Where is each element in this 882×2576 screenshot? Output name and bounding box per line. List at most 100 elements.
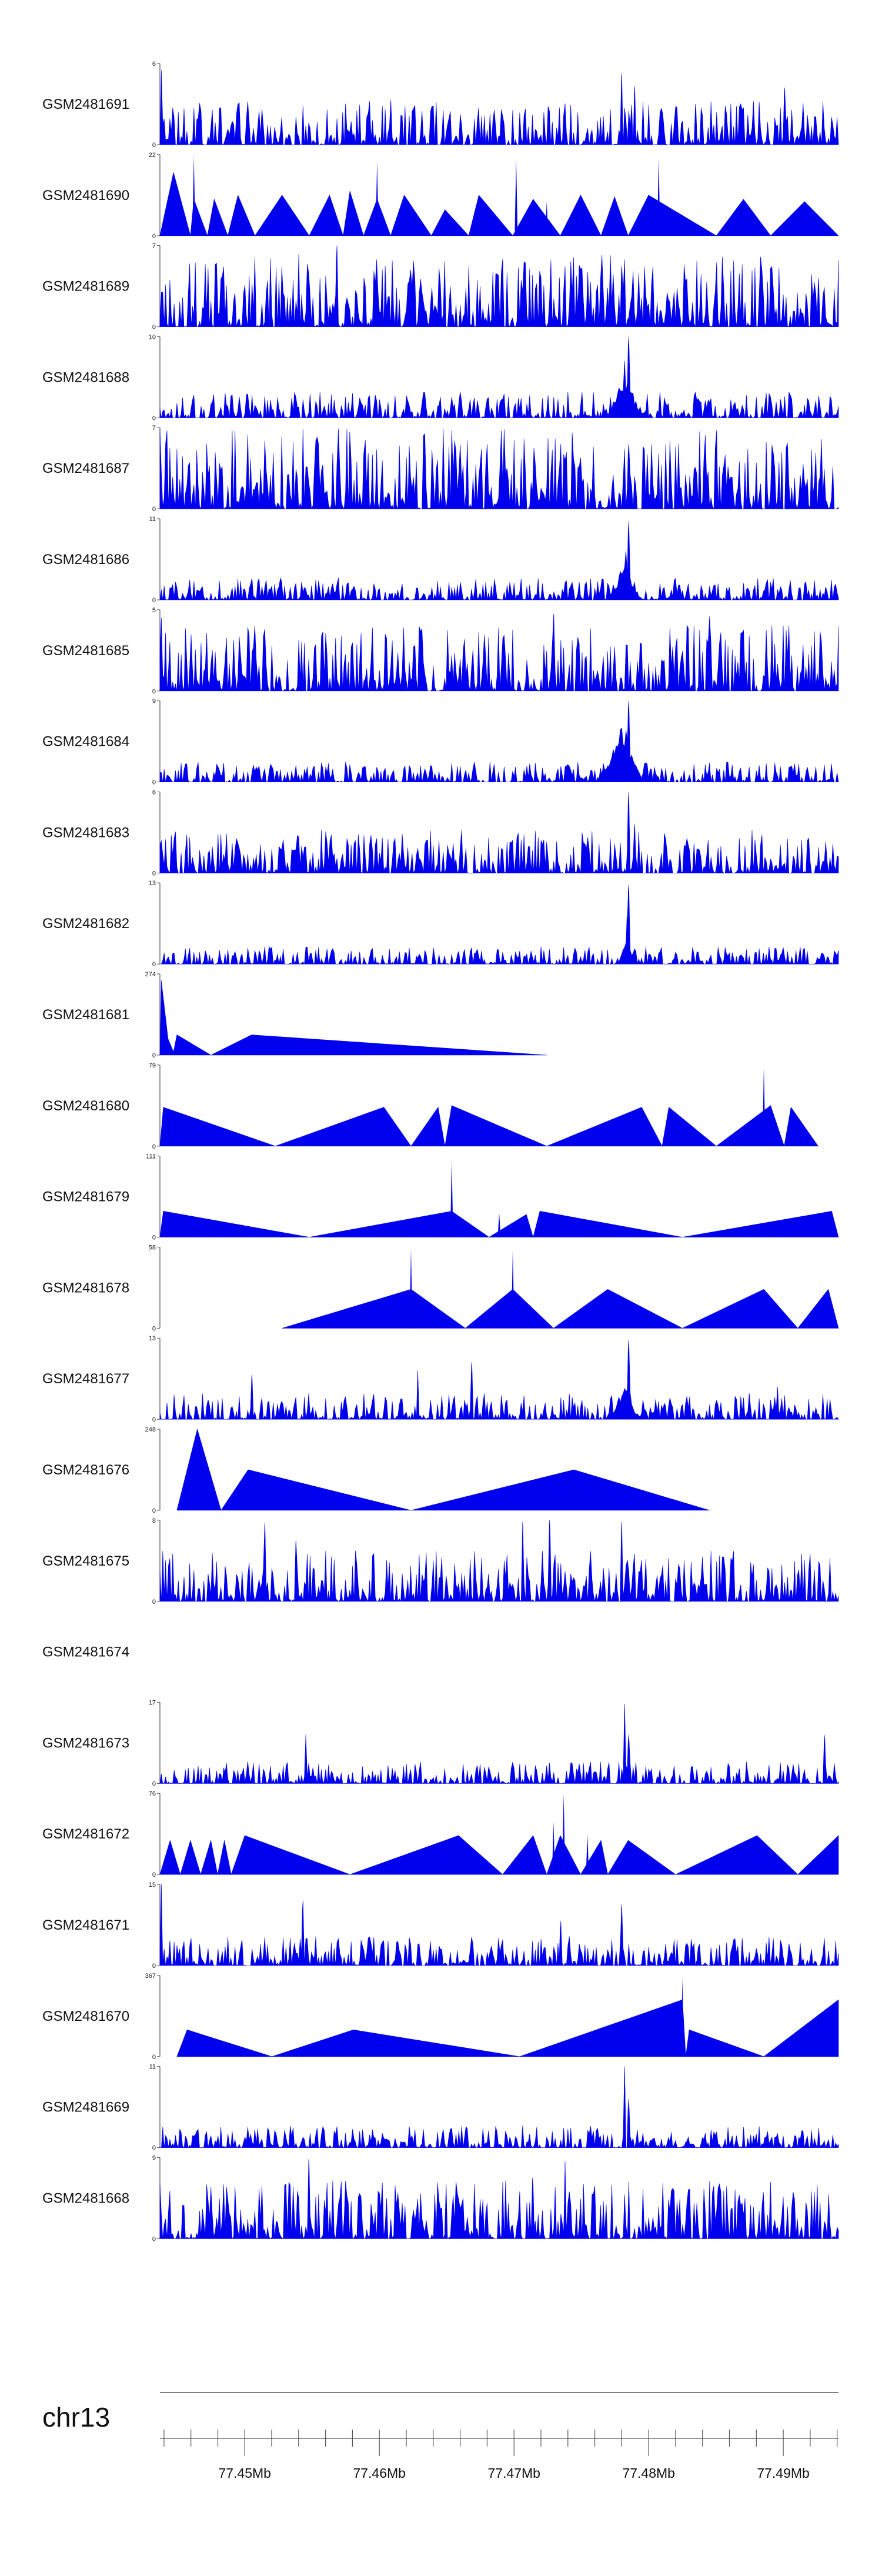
y-max-label: 7 xyxy=(152,425,156,432)
coverage-spike xyxy=(776,1387,779,1420)
coverage-spike xyxy=(253,258,257,327)
ruler-ticks: 77.45Mb 77.46Mb 77.47Mb 77.48Mb 77.49Mb xyxy=(163,2430,838,2481)
coverage-area xyxy=(159,336,839,419)
y-min-label: 0 xyxy=(152,324,156,331)
coverage-spike xyxy=(450,1160,453,1237)
y-min-label: 0 xyxy=(152,2054,156,2061)
track-label: GSM2481687 xyxy=(42,461,129,476)
coverage-area xyxy=(159,1520,839,1602)
coverage-spike xyxy=(620,73,623,145)
track-label: GSM2481680 xyxy=(42,1098,129,1114)
y-min-label: 0 xyxy=(152,1780,156,1787)
coverage-spike xyxy=(192,108,196,145)
y-max-label: 76 xyxy=(149,1790,156,1797)
coverage-spike xyxy=(375,161,379,236)
coverage-area xyxy=(159,700,839,783)
y-max-label: 10 xyxy=(149,333,156,341)
y-max-label: 22 xyxy=(149,152,156,159)
coverage-spike xyxy=(623,1704,626,1784)
y-max-label: 58 xyxy=(149,1244,156,1251)
coverage-spike xyxy=(626,1734,630,1784)
coverage-spike xyxy=(681,1977,684,2057)
coverage-area xyxy=(176,1999,839,2057)
coverage-spike xyxy=(625,915,629,965)
coverage-area xyxy=(159,2066,839,2148)
tick-label-77.48Mb: 77.48Mb xyxy=(622,2465,675,2481)
coverage-spike xyxy=(497,1213,501,1237)
y-min-label: 0 xyxy=(152,506,156,513)
coverage-spike xyxy=(304,1734,308,1784)
coverage-spike xyxy=(362,452,365,509)
y-min-label: 0 xyxy=(152,597,156,604)
track-GSM2481685: GSM2481685 5 0 xyxy=(42,607,839,695)
track-label: GSM2481691 xyxy=(42,96,129,112)
coverage-area xyxy=(282,1289,839,1329)
track-GSM2481676: GSM2481676 248 0 xyxy=(42,1426,710,1514)
coverage-spike xyxy=(552,613,555,691)
coverage-spike xyxy=(545,201,549,236)
tick-label-77.45Mb: 77.45Mb xyxy=(218,2465,271,2481)
coverage-spike xyxy=(159,618,163,691)
track-label: GSM2481685 xyxy=(42,643,129,659)
track-label: GSM2481670 xyxy=(42,2008,129,2024)
coverage-spike xyxy=(532,2177,535,2239)
coverage-spike xyxy=(620,1521,623,1601)
coverage-area xyxy=(159,428,839,510)
track-label: GSM2481668 xyxy=(42,2190,129,2206)
coverage-area xyxy=(159,980,547,1056)
y-min-label: 0 xyxy=(152,1416,156,1423)
tick-label-77.49Mb: 77.49Mb xyxy=(757,2465,810,2481)
track-label: GSM2481677 xyxy=(42,1371,129,1387)
coverage-spike xyxy=(626,521,630,600)
coverage-spike xyxy=(657,158,660,236)
track-label: GSM2481673 xyxy=(42,1735,129,1751)
y-min-label: 0 xyxy=(152,142,156,149)
track-GSM2481683: GSM2481683 6 0 xyxy=(42,789,839,877)
y-min-label: 0 xyxy=(152,1963,156,1970)
track-label: GSM2481679 xyxy=(42,1189,129,1205)
track-GSM2481684: GSM2481684 9 0 xyxy=(42,698,839,786)
track-GSM2481672: GSM2481672 76 0 xyxy=(42,1790,839,1878)
track-label: GSM2481682 xyxy=(42,916,129,932)
coverage-spike xyxy=(514,158,518,236)
track-GSM2481679: GSM2481679 111 0 xyxy=(42,1153,839,1242)
y-min-label: 0 xyxy=(152,870,156,877)
coverage-area xyxy=(159,172,839,236)
coverage-area xyxy=(159,1835,839,1876)
coverage-area xyxy=(159,613,839,692)
coverage-spike xyxy=(626,700,630,782)
y-min-label: 0 xyxy=(152,1599,156,1606)
tick-label-77.47Mb: 77.47Mb xyxy=(487,2465,540,2481)
y-max-label: 6 xyxy=(152,789,156,796)
track-label: GSM2481669 xyxy=(42,2100,129,2115)
track-GSM2481691: GSM2481691 6 0 xyxy=(42,61,839,149)
track-label: GSM2481683 xyxy=(42,825,129,840)
coverage-spike xyxy=(694,104,698,145)
track-GSM2481678: GSM2481678 58 0 xyxy=(42,1244,839,1332)
y-max-label: 6 xyxy=(152,61,156,68)
track-GSM2481689: GSM2481689 7 0 xyxy=(42,243,839,331)
coverage-spike xyxy=(626,1340,630,1420)
track-label: GSM2481684 xyxy=(42,734,129,750)
coverage-spike xyxy=(549,1520,552,1601)
track-label: GSM2481690 xyxy=(42,188,129,203)
coverage-spike xyxy=(762,1066,766,1146)
y-max-label: 111 xyxy=(146,1153,156,1160)
coverage-spike xyxy=(633,86,637,145)
y-max-label: 13 xyxy=(149,1335,156,1342)
coverage-spike xyxy=(620,266,623,327)
y-max-label: 9 xyxy=(152,698,156,705)
coverage-spike xyxy=(624,551,627,600)
track-GSM2481668: GSM2481668 9 0 xyxy=(42,2154,839,2243)
y-min-label: 0 xyxy=(152,1507,156,1514)
coverage-spike xyxy=(769,2181,773,2239)
track-label: GSM2481674 xyxy=(42,1644,129,1660)
coverage-spike xyxy=(633,824,637,873)
y-max-label: 13 xyxy=(149,880,156,887)
coverage-spike xyxy=(300,1900,304,1966)
y-max-label: 11 xyxy=(149,2064,156,2071)
y-min-label: 0 xyxy=(152,1143,156,1150)
coverage-spike xyxy=(409,1249,413,1329)
coverage-spike xyxy=(294,1540,298,1601)
coverage-spike xyxy=(416,1370,420,1420)
